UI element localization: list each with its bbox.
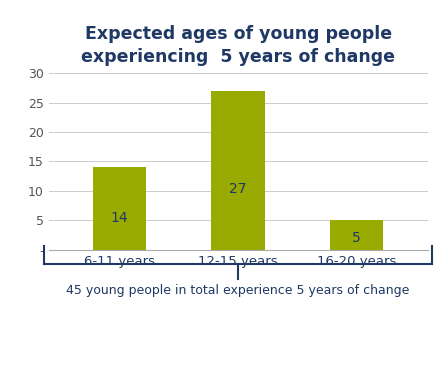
Text: 45 young people in total experience 5 years of change: 45 young people in total experience 5 ye… xyxy=(67,284,410,297)
Bar xyxy=(212,91,265,250)
Bar xyxy=(330,220,383,250)
Text: 14: 14 xyxy=(111,211,128,225)
Title: Expected ages of young people
experiencing  5 years of change: Expected ages of young people experienci… xyxy=(81,25,395,66)
Bar xyxy=(93,167,146,250)
Text: 5: 5 xyxy=(352,232,361,246)
Text: 27: 27 xyxy=(229,182,247,196)
